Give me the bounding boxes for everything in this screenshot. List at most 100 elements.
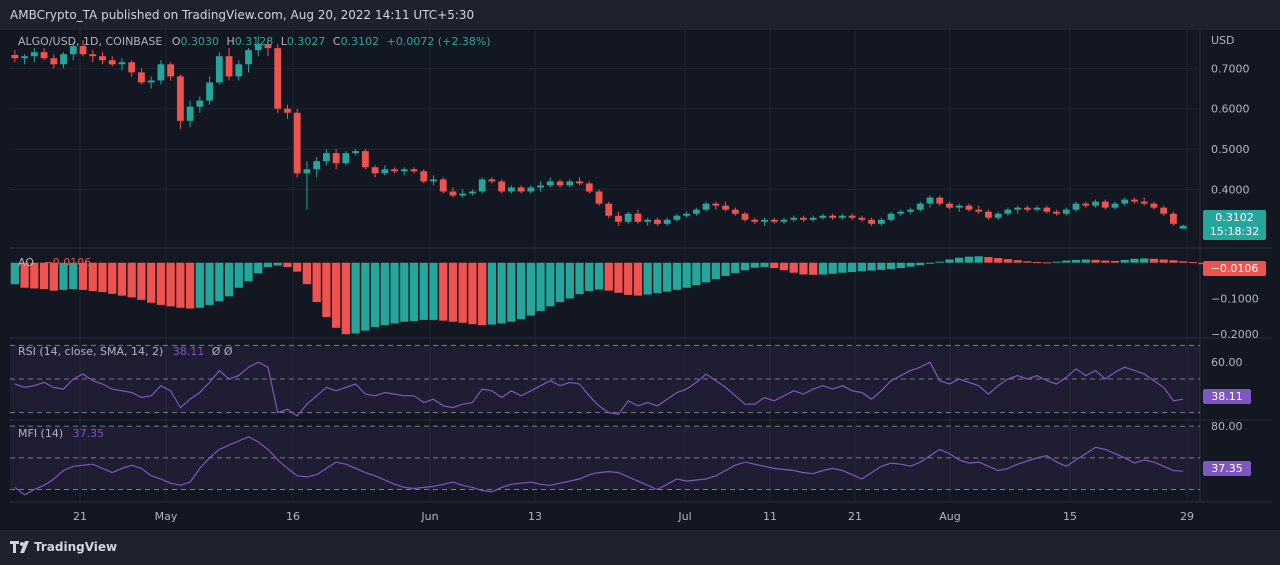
ao-bar	[439, 262, 448, 321]
ao-bar	[614, 262, 623, 293]
candle	[1004, 209, 1012, 214]
candle	[1101, 201, 1109, 208]
ao-bar	[945, 259, 954, 263]
ao-bar	[448, 262, 458, 322]
candle	[128, 62, 136, 73]
candle	[897, 211, 905, 214]
candle	[517, 187, 525, 192]
ao-bar	[565, 262, 574, 299]
open-label: O	[171, 35, 181, 48]
price-tick-label: 0.7000	[1211, 62, 1250, 75]
candle	[215, 56, 223, 83]
candle	[858, 217, 866, 220]
candle	[176, 76, 184, 121]
candle	[654, 219, 661, 224]
candle	[887, 213, 895, 220]
candle	[439, 179, 447, 192]
ao-bar	[20, 262, 29, 288]
ao-bar	[332, 262, 341, 328]
ao-bar	[507, 262, 516, 322]
chart-area[interactable]: 0.7000 0.6000 0.5000 0.4000 USD −0.1000 −0.200…	[0, 30, 1280, 530]
rsi-label: RSI (14, close, SMA, 14, 2)	[18, 345, 164, 358]
ao-bar	[127, 262, 136, 298]
candle	[761, 219, 768, 222]
candle	[371, 167, 379, 174]
candle	[546, 181, 554, 186]
ao-bar	[234, 262, 243, 288]
candle	[595, 191, 603, 204]
candle	[410, 169, 418, 172]
ao-bar	[1178, 261, 1188, 263]
ao-bar	[341, 262, 351, 335]
candle	[800, 217, 807, 220]
ao-bar	[828, 262, 837, 274]
ao-bar	[526, 262, 535, 316]
ao-bar	[1188, 262, 1198, 264]
candle	[235, 64, 243, 77]
rsi-line	[14, 361, 1184, 417]
ao-bar	[117, 262, 127, 296]
rsi-value: 38.11	[172, 345, 205, 358]
candle	[702, 203, 710, 210]
candle	[615, 215, 622, 222]
candle	[576, 181, 583, 184]
candle	[108, 60, 116, 65]
candle	[1160, 207, 1168, 214]
ao-bar	[59, 262, 68, 290]
candle	[60, 54, 67, 65]
ao-bar	[721, 262, 730, 276]
candle	[157, 64, 165, 81]
ao-bar	[1023, 261, 1032, 263]
ao-bar	[380, 262, 389, 326]
tradingview-logo-icon	[10, 541, 29, 553]
ao-bar	[195, 262, 204, 308]
candle	[692, 209, 700, 214]
ao-tick-label: −0.2000	[1211, 328, 1259, 341]
ao-bar	[1003, 259, 1013, 263]
candle	[167, 64, 175, 77]
ao-bar	[984, 257, 993, 263]
candle	[556, 181, 564, 186]
candle	[488, 179, 496, 182]
change-value: +0.0072 (+2.38%)	[386, 35, 491, 48]
candle	[1131, 199, 1138, 202]
publish-bar	[0, 0, 1280, 30]
countdown: 15:18:32	[1209, 225, 1260, 238]
price-axis-currency: USD	[1211, 34, 1235, 47]
candle	[469, 191, 476, 194]
mfi-label: MFI (14)	[18, 427, 64, 440]
candle	[994, 213, 1002, 218]
candle	[118, 62, 126, 65]
candle	[663, 219, 671, 224]
mfi-line	[14, 436, 1184, 496]
ao-bar	[516, 262, 526, 320]
ao-bar	[1198, 262, 1207, 265]
time-axis-label: 29	[1180, 510, 1194, 523]
tradingview-brand[interactable]: TradingView	[34, 540, 118, 554]
candle	[11, 54, 19, 59]
ao-bar	[137, 262, 146, 300]
ao-bar	[886, 262, 896, 270]
ao-bar	[1071, 259, 1081, 263]
ao-bar	[88, 262, 97, 291]
candle	[809, 217, 817, 220]
price-legend: ALGO/USD, 1D, COINBASE O0.3030 H0.3128 L…	[18, 35, 491, 48]
candle	[751, 219, 759, 222]
mfi-tick-label: 80.00	[1211, 420, 1243, 433]
candle	[975, 209, 983, 212]
time-axis-label: 15	[1063, 510, 1077, 523]
candle	[245, 50, 252, 65]
candle	[1053, 211, 1060, 214]
time-axis-label: 11	[763, 510, 777, 523]
rsi-tick-label: 60.00	[1211, 356, 1243, 369]
ao-bar	[789, 262, 798, 273]
candle	[99, 56, 106, 61]
ao-bar	[809, 262, 818, 275]
candle	[946, 203, 953, 208]
candle	[1140, 201, 1148, 204]
ao-bar	[10, 262, 20, 285]
ao-bar	[176, 262, 185, 308]
ao-bar	[254, 262, 263, 274]
candle	[50, 58, 58, 65]
ao-bar	[185, 262, 195, 309]
